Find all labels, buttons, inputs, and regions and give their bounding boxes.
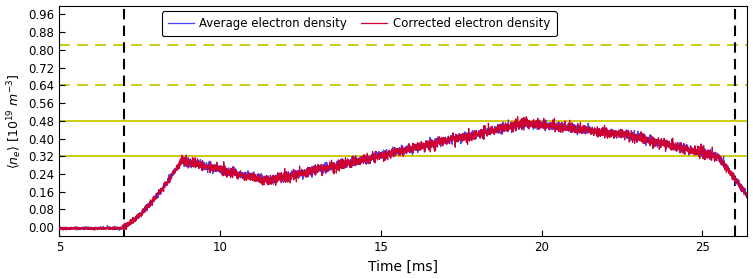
Average electron density bbox=[133, 216, 142, 219]
Average electron density bbox=[175, 162, 184, 166]
Corrected electron density bbox=[513, 115, 522, 118]
Corrected electron density bbox=[349, 164, 358, 167]
Corrected electron density bbox=[90, 229, 99, 232]
Legend: Average electron density, Corrected electron density: Average electron density, Corrected elec… bbox=[162, 11, 556, 36]
Average electron density bbox=[730, 175, 739, 179]
Corrected electron density bbox=[656, 142, 665, 145]
Corrected electron density bbox=[133, 213, 142, 216]
Y-axis label: $\langle n_e \rangle\ [10^{19}\ m^{-3}]$: $\langle n_e \rangle\ [10^{19}\ m^{-3}]$ bbox=[5, 73, 24, 169]
Average electron density bbox=[743, 195, 752, 198]
Average electron density bbox=[522, 115, 531, 119]
Corrected electron density bbox=[319, 163, 328, 167]
Average electron density bbox=[319, 171, 328, 175]
Line: Average electron density: Average electron density bbox=[59, 117, 748, 230]
Corrected electron density bbox=[743, 196, 752, 200]
Average electron density bbox=[55, 226, 64, 230]
X-axis label: Time [ms]: Time [ms] bbox=[368, 259, 438, 273]
Average electron density bbox=[349, 160, 358, 163]
Corrected electron density bbox=[730, 176, 739, 180]
Average electron density bbox=[656, 138, 665, 141]
Average electron density bbox=[115, 229, 124, 232]
Line: Corrected electron density: Corrected electron density bbox=[59, 117, 748, 230]
Corrected electron density bbox=[55, 228, 64, 231]
Corrected electron density bbox=[175, 167, 184, 170]
